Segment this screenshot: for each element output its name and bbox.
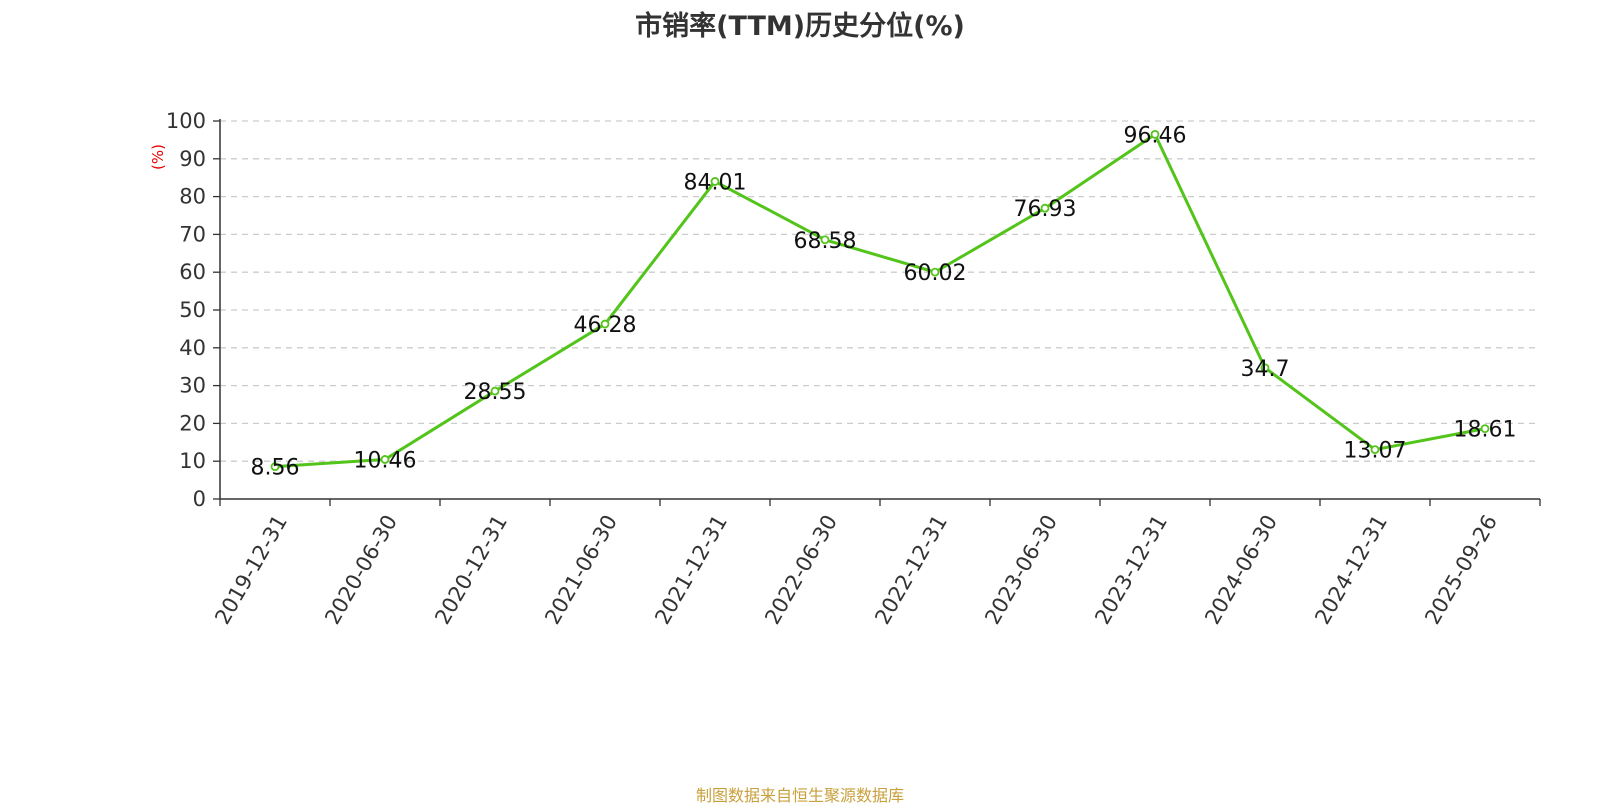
series-layer [270,129,1490,472]
x-tick-label: 2023-12-31 [1090,511,1172,629]
x-tick-label: 2020-06-30 [320,511,402,629]
data-label: 76.93 [1014,197,1077,222]
data-label: 18.61 [1454,418,1517,443]
data-label: 96.46 [1124,123,1187,148]
source-note: 制图数据来自恒生聚源数据库 [695,786,904,805]
data-point [1040,203,1050,213]
y-tick-label: 10 [179,449,206,473]
data-point [490,386,500,396]
data-point [1150,129,1160,139]
x-axis-ticks: 2019-12-31 2020-06-30 2020-12-31 2021-06-30… [210,499,1541,629]
data-label: 13.07 [1344,439,1407,464]
data-point [1370,445,1380,454]
data-label: 28.55 [464,380,527,405]
x-tick-label: 2021-12-31 [650,511,732,629]
y-tick-label: 60 [179,260,206,284]
y-tick-label: 90 [179,147,206,171]
data-point [930,267,940,277]
data-point [600,319,610,329]
data-label: 84.01 [684,170,747,195]
y-axis-label: (%) [149,144,167,170]
y-tick-label: 70 [179,222,206,246]
chart-title: 市销率(TTM)历史分位(%) [635,11,965,42]
y-tick-label: 50 [179,298,206,322]
data-point [820,235,830,245]
x-tick-label: 2022-12-31 [870,511,952,629]
data-label: 60.02 [904,261,967,286]
x-tick-label: 2023-06-30 [980,511,1062,629]
data-label: 46.28 [574,313,637,338]
y-tick-label: 40 [179,336,206,360]
x-tick-label: 2020-12-31 [430,511,512,629]
y-tick-label: 100 [166,109,206,133]
y-tick-label: 0 [193,487,206,511]
x-tick-label: 2021-06-30 [540,511,622,629]
x-tick-label: 2024-12-31 [1310,511,1392,629]
grid-lines [220,120,1540,462]
data-labels: 8.56 10.46 28.55 46.28 84.01 68.58 60.02 76.93 9… [251,123,1517,480]
data-label: 68.58 [794,229,857,254]
y-tick-label: 20 [179,411,206,435]
data-label: 10.46 [354,448,417,473]
x-tick-label: 2024-06-30 [1200,511,1282,629]
x-tick-label: 2022-06-30 [760,511,842,629]
data-label: 8.56 [251,456,300,481]
y-tick-label: 30 [179,374,206,398]
x-tick-label: 2025-09-26 [1420,511,1502,629]
data-label: 34.7 [1241,357,1290,382]
series-line [274,132,1486,469]
data-point [1480,424,1490,434]
y-axis-ticks: 0 10 20 30 40 50 60 70 80 90 100 [166,109,220,511]
axes [219,119,1540,500]
y-tick-label: 80 [179,185,206,209]
x-tick-label: 2019-12-31 [210,511,292,629]
data-point [380,455,390,464]
data-point [270,462,280,472]
data-point [710,177,720,186]
data-point [1260,363,1270,373]
